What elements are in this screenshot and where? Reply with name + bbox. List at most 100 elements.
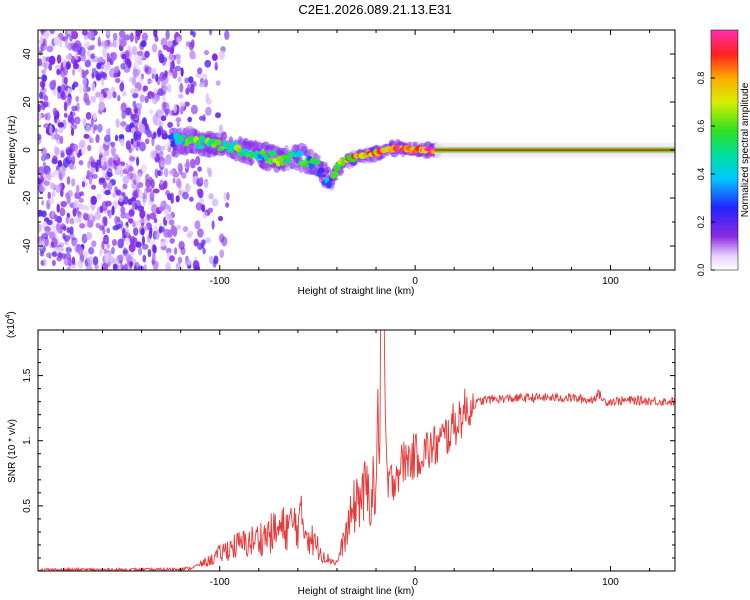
noise-blob <box>128 218 134 224</box>
noise-blob <box>128 209 135 216</box>
noise-blob <box>215 80 221 86</box>
noise-blob <box>49 125 53 135</box>
noise-blob <box>127 198 133 206</box>
noise-blob <box>143 264 147 270</box>
noise-blob <box>66 227 71 234</box>
noise-blob <box>169 110 173 117</box>
track-halo <box>228 135 233 143</box>
noise-blob <box>53 145 58 155</box>
colorbar-ticks: 0.0 0.2 0.4 0.6 0.8 <box>696 72 715 276</box>
noise-blob <box>56 68 61 76</box>
noise-blob <box>82 212 89 220</box>
noise-blob <box>133 227 139 236</box>
noise-blob <box>175 262 181 270</box>
noise-blob <box>80 53 87 62</box>
noise-blob <box>101 200 108 211</box>
noise-blob <box>81 181 86 188</box>
top-x-axis-label: Height of straight line (km) <box>298 286 415 297</box>
snr-scale-exponent: 4 <box>5 315 12 319</box>
noise-blob <box>155 73 159 83</box>
noise-blob <box>103 252 108 262</box>
noise-blob <box>52 259 56 267</box>
noise-blob <box>139 101 143 110</box>
noise-blob <box>41 147 47 156</box>
noise-blob <box>74 191 82 200</box>
noise-blob <box>46 45 54 53</box>
noise-blob <box>41 210 47 218</box>
noise-blob <box>119 121 127 127</box>
noise-blob <box>147 79 153 85</box>
noise-blob <box>95 222 101 229</box>
noise-blob <box>198 115 206 121</box>
noise-blob <box>221 236 228 247</box>
noise-blob <box>124 34 131 41</box>
noise-blob <box>66 266 72 270</box>
noise-blob <box>53 36 61 46</box>
noise-blob <box>185 158 190 169</box>
noise-blob <box>83 133 90 139</box>
noise-blob <box>56 203 60 213</box>
noise-blob <box>184 259 192 267</box>
colorbar-tick-label: 0.2 <box>696 216 706 229</box>
noise-blob <box>176 36 181 43</box>
noise-blob <box>161 94 166 103</box>
noise-blob <box>122 249 129 255</box>
noise-blob <box>218 50 225 60</box>
noise-blob <box>62 232 66 240</box>
noise-blob <box>197 166 202 172</box>
noise-blob <box>91 44 95 50</box>
noise-blob <box>66 149 73 156</box>
noise-blob <box>158 121 164 128</box>
noise-blob <box>178 189 182 197</box>
y-tick-label: 20 <box>22 96 33 108</box>
noise-blob <box>71 105 76 112</box>
snr-line-path <box>38 330 675 571</box>
noise-blob <box>65 192 70 199</box>
noise-blob <box>151 72 155 80</box>
noise-blob <box>38 133 42 141</box>
noise-blob <box>163 180 168 190</box>
noise-blob <box>50 241 55 248</box>
noise-blob <box>46 219 53 226</box>
noise-blob <box>64 39 69 49</box>
noise-blob <box>49 231 56 240</box>
noise-blob <box>164 156 172 166</box>
noise-blob <box>187 230 194 237</box>
noise-blob <box>131 45 138 56</box>
noise-blob <box>118 220 124 229</box>
noise-blob <box>73 116 81 125</box>
noise-blob <box>48 63 52 71</box>
noise-blob <box>113 39 120 48</box>
noise-blob <box>136 156 140 167</box>
noise-blob <box>197 67 203 75</box>
noise-blob <box>98 177 106 183</box>
noise-blob <box>59 182 63 190</box>
noise-blob <box>168 205 172 213</box>
noise-blob <box>160 56 168 63</box>
noise-blob <box>168 170 176 175</box>
noise-blob <box>168 219 175 226</box>
noise-blob <box>90 117 94 128</box>
noise-blob <box>85 221 89 229</box>
noise-blob <box>176 224 182 230</box>
noise-blob <box>45 56 52 62</box>
noise-blob <box>202 73 208 80</box>
noise-blob <box>63 256 70 266</box>
noise-blob <box>95 162 99 173</box>
noise-blob <box>187 116 192 123</box>
track-halo <box>250 158 255 165</box>
noise-blob <box>91 72 95 79</box>
noise-blob <box>120 170 124 178</box>
noise-blob <box>179 82 184 93</box>
noise-blob <box>78 142 85 149</box>
noise-blob <box>180 247 186 255</box>
noise-blob <box>97 40 102 47</box>
noise-blob <box>91 68 97 74</box>
noise-blob <box>106 168 113 177</box>
noise-blob <box>132 68 138 78</box>
noise-blob <box>208 193 214 200</box>
noise-blob <box>132 221 136 228</box>
noise-blob <box>161 73 168 80</box>
noise-blob <box>67 114 71 123</box>
noise-blob <box>79 191 85 197</box>
